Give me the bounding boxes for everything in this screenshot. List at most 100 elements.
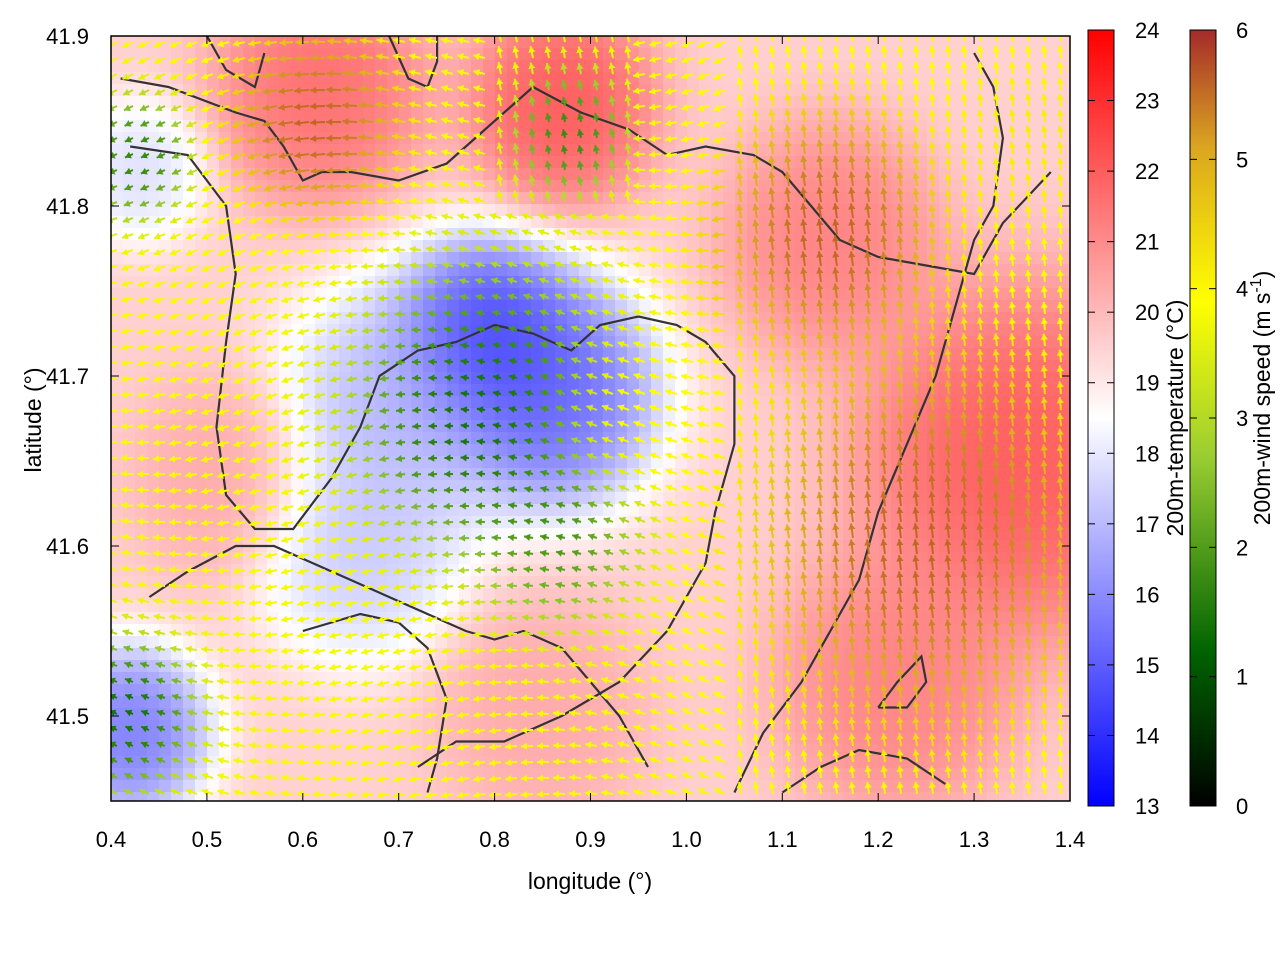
temperature-cell (987, 756, 1000, 769)
temperature-cell (759, 468, 772, 481)
temperature-cell (399, 84, 412, 97)
temperature-cell (987, 708, 1000, 721)
temperature-cell (891, 324, 904, 337)
temperature-cell (759, 756, 772, 769)
temperature-cell (159, 540, 172, 553)
temperature-cell (699, 600, 712, 613)
temperature-cell (939, 576, 952, 589)
temperature-cell (243, 60, 256, 73)
temperature-cell (111, 96, 124, 109)
temperature-cell (807, 588, 820, 601)
temperature-cell (507, 96, 520, 109)
temperature-cell (723, 120, 736, 133)
temperature-cell (843, 300, 856, 313)
temperature-cell (471, 540, 484, 553)
temperature-cell (627, 204, 640, 217)
temperature-cell (999, 612, 1012, 625)
temperature-cell (855, 132, 868, 145)
temperature-cell (231, 60, 244, 73)
temperature-cell (723, 672, 736, 685)
temperature-cell (795, 612, 808, 625)
temperature-cell (1047, 36, 1060, 49)
temperature-cell (603, 504, 616, 517)
temperature-cell (315, 300, 328, 313)
temperature-cell (591, 288, 604, 301)
temperature-cell (999, 60, 1012, 73)
temperature-cell (255, 768, 268, 781)
temperature-cell (999, 288, 1012, 301)
temperature-cell (903, 60, 916, 73)
temperature-cell (579, 84, 592, 97)
temperature-cell (399, 780, 412, 793)
temperature-cell (531, 480, 544, 493)
temperature-cell (435, 396, 448, 409)
temperature-cell (759, 264, 772, 277)
temperature-cell (231, 96, 244, 109)
temperature-cell (1059, 72, 1070, 85)
temperature-cell (1047, 552, 1060, 565)
temperature-cell (711, 744, 724, 757)
temperature-cell (447, 48, 460, 61)
temperature-cell (999, 552, 1012, 565)
temperature-cell (411, 204, 424, 217)
temperature-cell (951, 468, 964, 481)
temperature-cell (399, 204, 412, 217)
temperature-cell (855, 468, 868, 481)
temperature-cell (339, 156, 352, 169)
temperature-cell (843, 576, 856, 589)
temperature-cell (999, 444, 1012, 457)
temperature-cell (303, 636, 316, 649)
temperature-cell (219, 684, 232, 697)
temperature-cell (159, 312, 172, 325)
temperature-cell (951, 456, 964, 469)
temperature-cell (159, 96, 172, 109)
temperature-cell (207, 684, 220, 697)
temperature-cell (687, 600, 700, 613)
temperature-cell (315, 252, 328, 265)
temperature-cell (951, 48, 964, 61)
temperature-cell (519, 192, 532, 205)
temperature-cell (291, 108, 304, 121)
temperature-cell (363, 780, 376, 793)
temperature-cell (723, 684, 736, 697)
temperature-cell (843, 252, 856, 265)
temperature-cell (807, 168, 820, 181)
temperature-cell (423, 492, 436, 505)
temperature-cell (759, 96, 772, 109)
temperature-cell (807, 120, 820, 133)
temperature-cell (999, 408, 1012, 421)
temperature-cell (1047, 240, 1060, 253)
temperature-cell (1059, 36, 1070, 49)
temperature-cell (939, 624, 952, 637)
temperature-cell (471, 684, 484, 697)
temperature-cell (399, 648, 412, 661)
temperature-cell (435, 300, 448, 313)
temperature-cell (867, 60, 880, 73)
temperature-cell (999, 96, 1012, 109)
temperature-cell (483, 96, 496, 109)
temperature-cell (855, 480, 868, 493)
temperature-cell (999, 180, 1012, 193)
temperature-cell (999, 756, 1012, 769)
temperature-cell (207, 324, 220, 337)
temperature-cell (183, 708, 196, 721)
temperature-cell (123, 96, 136, 109)
temperature-cell (339, 300, 352, 313)
temperature-cell (1047, 180, 1060, 193)
temperature-cell (951, 36, 964, 49)
temperature-cell (891, 528, 904, 541)
temperature-cell (543, 120, 556, 133)
temperature-cell (687, 204, 700, 217)
temperature-cell (711, 696, 724, 709)
temperature-cell (867, 108, 880, 121)
temperature-cell (159, 36, 172, 49)
temperature-cell (447, 588, 460, 601)
temperature-cell (591, 228, 604, 241)
temperature-cell (303, 396, 316, 409)
temperature-cell (855, 648, 868, 661)
temperature-cell (855, 324, 868, 337)
temperature-cell (843, 36, 856, 49)
temperature-cell (687, 420, 700, 433)
temperature-cell (795, 204, 808, 217)
temperature-cell (243, 588, 256, 601)
